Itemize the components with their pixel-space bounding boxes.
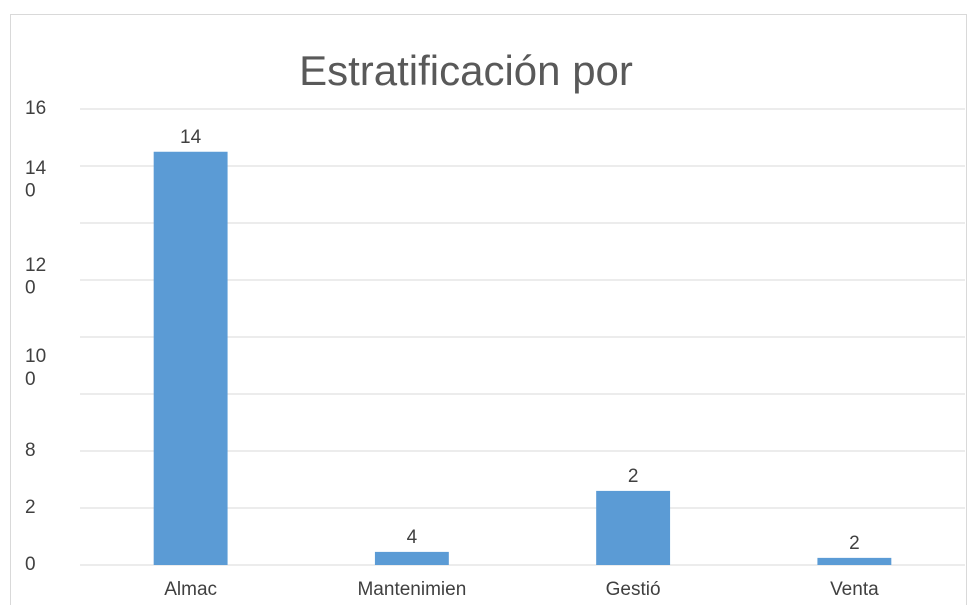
y-tick-label: 2 [25,497,36,518]
y-tick-label: 0 [25,554,36,575]
data-label: 14 [180,127,202,148]
y-tick-label: 10 0 [25,346,46,390]
data-label: 4 [407,527,418,548]
y-tick-label: 16 [25,98,46,119]
x-tick-label: Almac [164,579,217,600]
data-label: 2 [628,466,639,487]
x-tick-label: Gestió [606,579,661,600]
y-tick-label: 12 0 [25,255,46,299]
bar [817,557,892,565]
bar [596,490,671,565]
y-tick-label: 14 0 [25,158,47,202]
x-tick-label: Mantenimien [357,579,466,600]
bar [374,551,449,565]
chart-title: Estratificación por [299,47,633,94]
y-tick-label: 8 [25,440,36,461]
bar [153,151,228,565]
data-label: 2 [849,533,860,554]
x-tick-label: Venta [830,579,879,600]
